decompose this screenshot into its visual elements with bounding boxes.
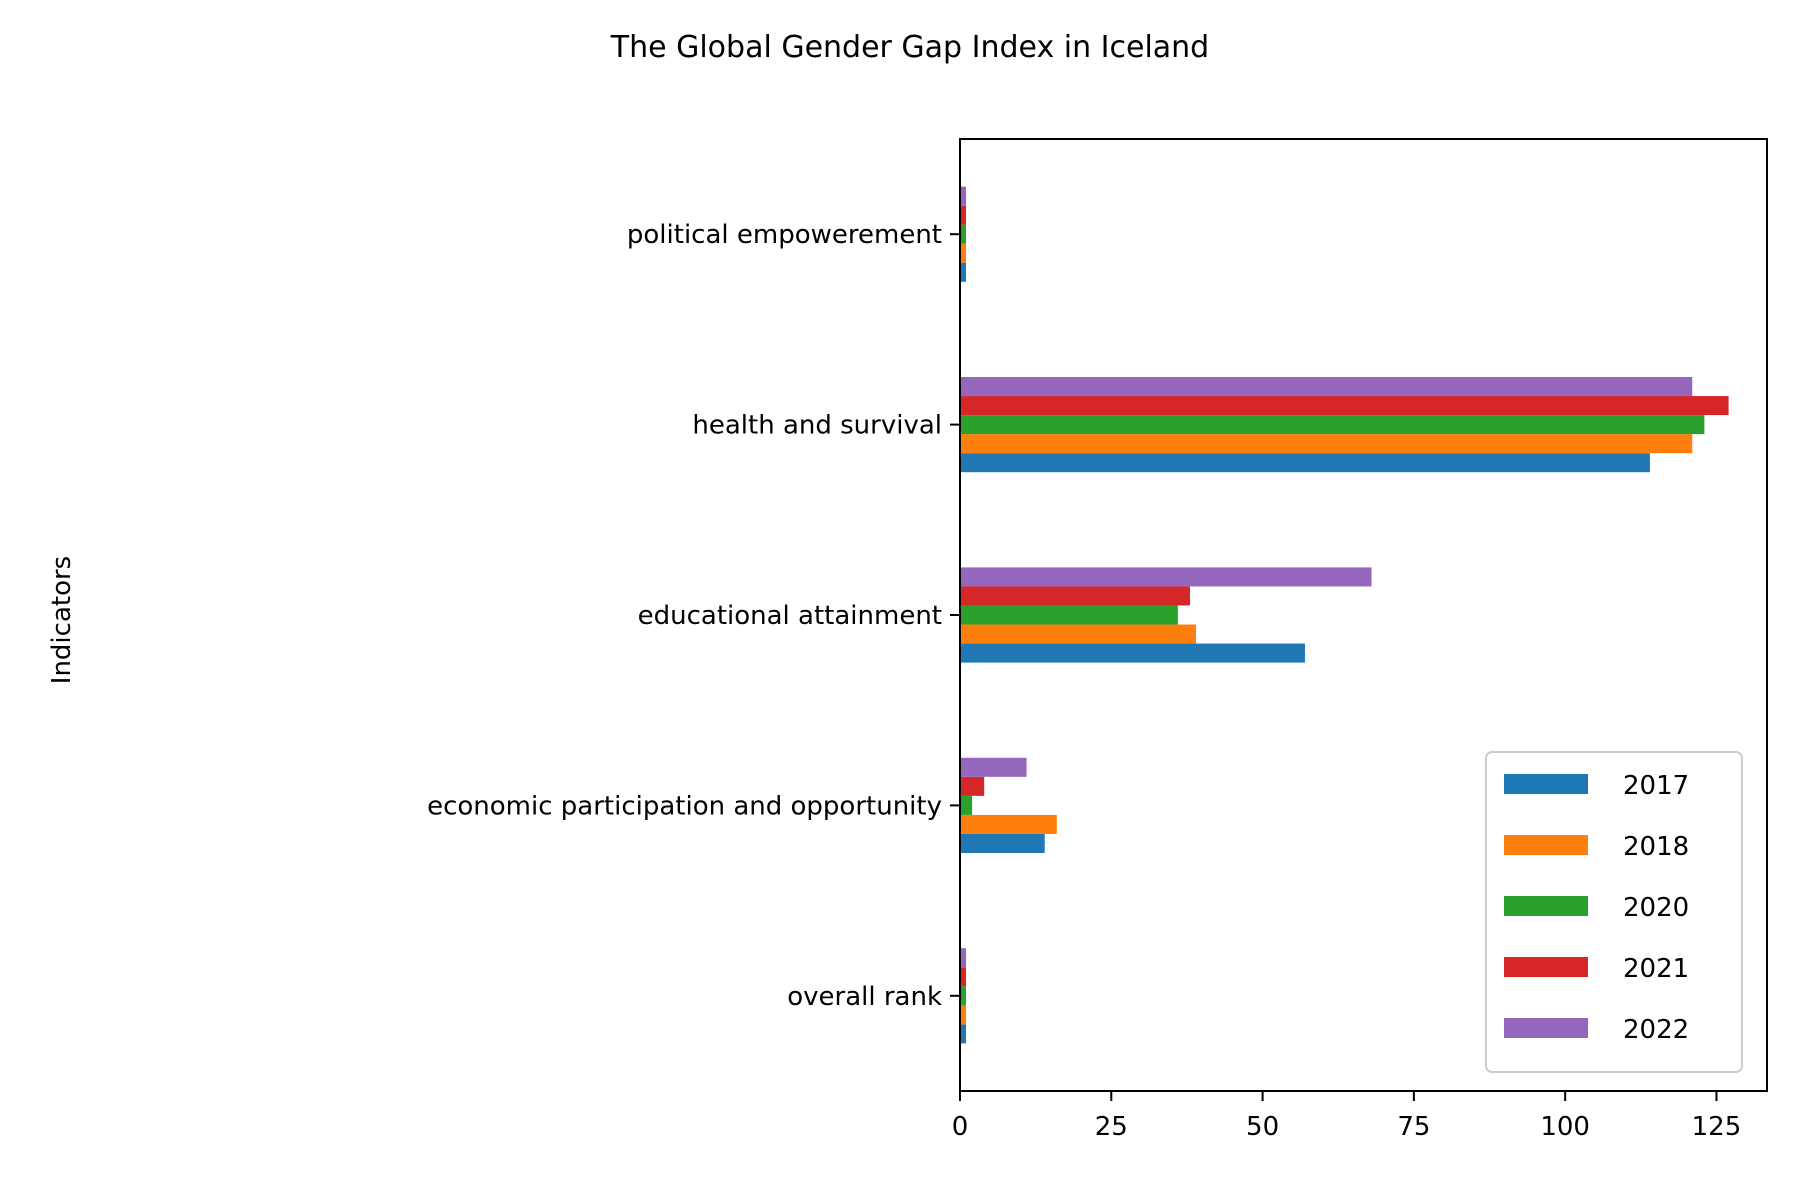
plot-frame [959, 138, 1768, 1092]
bar-2020-1 [960, 795, 973, 815]
bar-2021-3 [960, 396, 1729, 416]
bar-2022-2 [960, 567, 1372, 587]
legend-label-2022: 2022 [1623, 1015, 1689, 1045]
x-tick-label: 25 [1095, 1112, 1128, 1142]
y-tick-label: health and survival [692, 411, 942, 441]
legend-label-2018: 2018 [1623, 832, 1689, 862]
y-tick-label: political empowerement [627, 220, 942, 250]
bar-2017-3 [960, 453, 1650, 473]
bar-2017-2 [960, 643, 1305, 663]
bar-2021-0 [960, 967, 967, 987]
y-tick-label: economic participation and opportunity [427, 791, 942, 821]
bars-layer [960, 186, 1729, 1044]
bar-2020-4 [960, 224, 967, 244]
bar-2020-0 [960, 986, 967, 1006]
bar-2022-3 [960, 377, 1693, 397]
bar-2022-0 [960, 948, 967, 968]
x-tick-label: 75 [1397, 1112, 1430, 1142]
legend-label-2021: 2021 [1623, 954, 1689, 984]
x-axis-ticks: 0 25 50 75 100 125 [952, 1091, 1742, 1142]
y-axis-ticks: overall rank economic participation and o… [427, 220, 960, 1012]
bar-2022-4 [960, 186, 967, 206]
bar-2017-1 [960, 833, 1045, 853]
bar-2020-3 [960, 415, 1705, 435]
legend-swatch-2018 [1504, 835, 1588, 855]
bar-2018-0 [960, 1005, 967, 1025]
bar-2018-4 [960, 243, 967, 263]
bar-2021-1 [960, 776, 985, 796]
bar-2021-2 [960, 586, 1190, 606]
x-tick-label: 50 [1246, 1112, 1279, 1142]
legend-label-2020: 2020 [1623, 893, 1689, 923]
bar-2020-2 [960, 605, 1178, 625]
bar-2018-3 [960, 434, 1693, 454]
x-tick-label: 0 [952, 1112, 969, 1142]
x-tick-label: 100 [1540, 1112, 1590, 1142]
bar-2021-4 [960, 205, 967, 225]
legend-label-2017: 2017 [1623, 771, 1689, 801]
legend-swatch-2017 [1504, 774, 1588, 794]
legend-swatch-2022 [1504, 1018, 1588, 1038]
bar-2017-4 [960, 262, 967, 282]
x-tick-label: 125 [1692, 1112, 1742, 1142]
legend-swatch-2020 [1504, 896, 1588, 916]
bar-2022-1 [960, 757, 1027, 777]
bar-2017-0 [960, 1024, 967, 1044]
legend-frame [1485, 751, 1743, 1073]
bar-2018-2 [960, 624, 1197, 644]
chart-title: The Global Gender Gap Index in Iceland [610, 30, 1209, 65]
legend-swatch-2021 [1504, 957, 1588, 977]
y-axis-label: Indicators [47, 556, 77, 684]
legend: 2017 2018 2020 2021 2022 [1485, 751, 1743, 1073]
y-tick-label: educational attainment [638, 601, 942, 631]
bar-2018-1 [960, 814, 1057, 834]
y-tick-label: overall rank [787, 982, 942, 1012]
